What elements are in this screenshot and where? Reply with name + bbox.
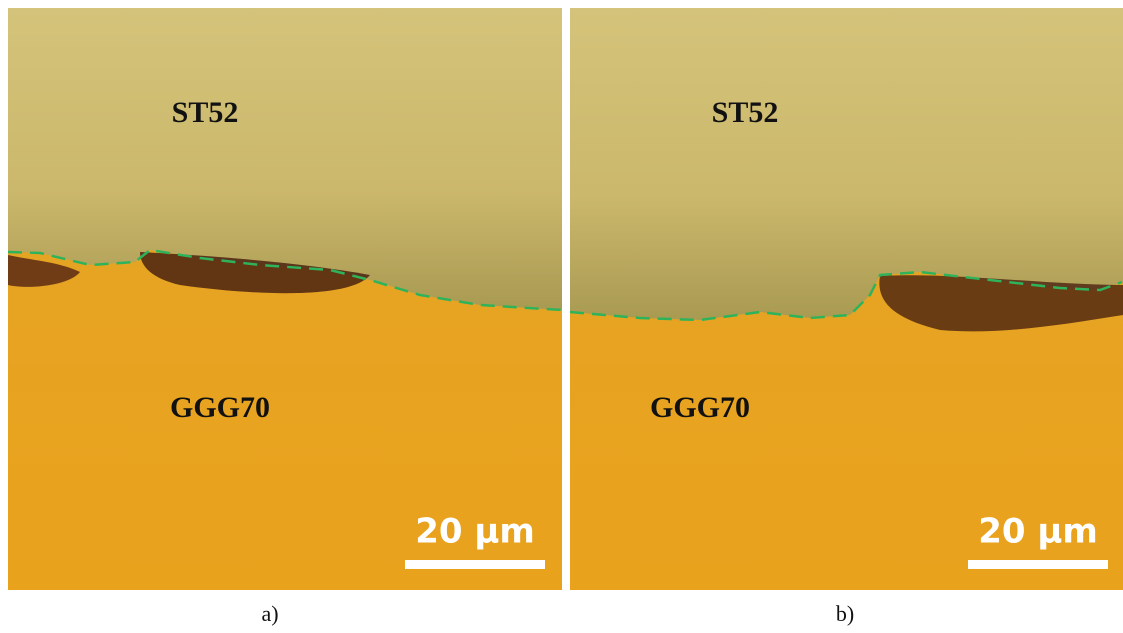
panel-b: ST52 GGG70 20 µm b) — [570, 8, 1123, 626]
lower-label: GGG70 — [650, 391, 750, 424]
scale-bar — [968, 560, 1108, 569]
figure: ST52 GGG70 20 µm a) ST52 GGG70 20 µm b) — [0, 0, 1123, 633]
page: ST52 GGG70 20 µm a) ST52 GGG70 20 µm b) … — [0, 0, 1123, 633]
lower-label: GGG70 — [170, 391, 270, 424]
scale-label: 20 µm — [978, 512, 1098, 552]
st52-region — [570, 8, 1123, 320]
caption: b) — [836, 601, 854, 626]
caption: a) — [261, 601, 278, 626]
upper-label: ST52 — [172, 96, 239, 129]
scale-label: 20 µm — [415, 512, 535, 552]
panel-a: ST52 GGG70 20 µm a) — [8, 8, 562, 626]
scale-bar — [405, 560, 545, 569]
upper-label: ST52 — [712, 96, 779, 129]
